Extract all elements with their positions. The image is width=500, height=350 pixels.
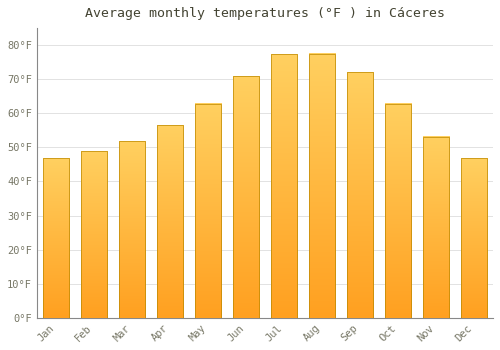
Bar [460, 158, 487, 318]
Bar [346, 72, 374, 318]
Bar [308, 54, 336, 318]
Bar [194, 104, 221, 318]
Bar [156, 125, 183, 318]
Bar [384, 104, 411, 318]
Title: Average monthly temperatures (°F ) in Cáceres: Average monthly temperatures (°F ) in Cá… [85, 7, 445, 20]
Bar [42, 158, 69, 318]
Bar [232, 76, 259, 318]
Bar [422, 137, 450, 318]
Bar [270, 54, 297, 318]
Bar [118, 141, 145, 318]
Bar [80, 151, 107, 318]
